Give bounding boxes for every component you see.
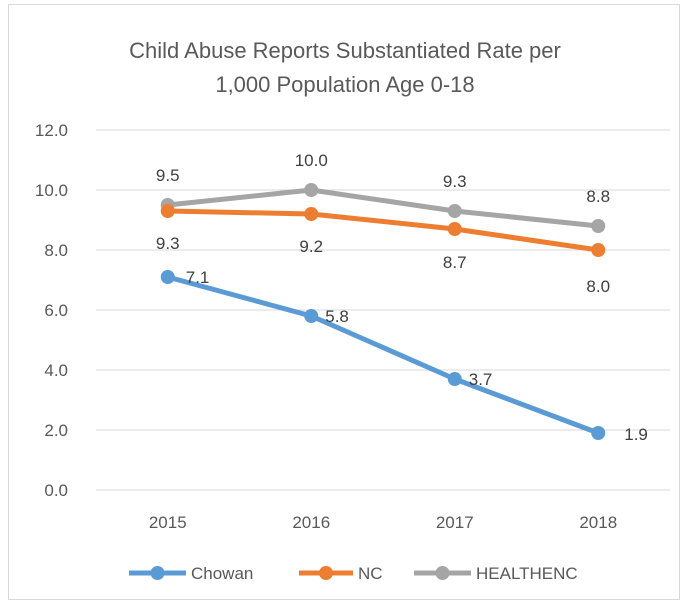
series-line-chowan bbox=[165, 274, 601, 436]
series-line-healthenc bbox=[165, 187, 601, 229]
legend-label-chowan: Chowan bbox=[191, 564, 253, 583]
data-point-healthenc bbox=[591, 219, 606, 233]
data-label-chowan: 5.8 bbox=[325, 307, 349, 326]
legend-marker-healthenc bbox=[435, 566, 450, 580]
data-label-nc: 9.2 bbox=[299, 237, 323, 256]
data-label-nc: 8.7 bbox=[443, 253, 467, 272]
data-point-nc bbox=[160, 204, 175, 218]
data-point-nc bbox=[591, 243, 606, 257]
gridlines bbox=[96, 129, 670, 491]
legend: Chowan NC HEALTHENC bbox=[129, 564, 578, 583]
data-point-healthenc bbox=[447, 204, 462, 218]
legend-marker-nc bbox=[319, 566, 333, 580]
data-point-nc bbox=[447, 222, 462, 236]
data-label-healthenc: 9.3 bbox=[443, 172, 467, 191]
line-chart: Child Abuse Reports Substantiated Rate p… bbox=[35, 38, 670, 583]
chart-title-line-1: Child Abuse Reports Substantiated Rate p… bbox=[129, 38, 561, 63]
y-axis-tick-labels: 0.0 2.0 4.0 6.0 8.0 10.0 12.0 bbox=[35, 121, 68, 500]
data-point-chowan bbox=[160, 270, 175, 284]
y-tick-label: 2.0 bbox=[44, 421, 68, 440]
data-label-healthenc: 9.5 bbox=[156, 166, 180, 185]
data-label-chowan: 7.1 bbox=[186, 268, 210, 287]
y-tick-label: 10.0 bbox=[35, 181, 68, 200]
data-point-chowan bbox=[591, 426, 606, 440]
data-point-chowan bbox=[304, 309, 319, 323]
y-tick-label: 4.0 bbox=[44, 361, 68, 380]
x-tick-label: 2016 bbox=[292, 513, 330, 532]
data-point-nc bbox=[304, 207, 319, 221]
data-label-nc: 9.3 bbox=[156, 234, 180, 253]
x-axis-tick-labels: 2015 2016 2017 2018 bbox=[149, 513, 617, 532]
data-point-chowan bbox=[447, 372, 462, 386]
x-tick-label: 2017 bbox=[436, 513, 474, 532]
x-tick-label: 2015 bbox=[149, 513, 187, 532]
chart-frame: Child Abuse Reports Substantiated Rate p… bbox=[8, 4, 680, 600]
x-tick-label: 2018 bbox=[579, 513, 617, 532]
y-tick-label: 0.0 bbox=[44, 481, 68, 500]
chart-title-line-2: 1,000 Population Age 0-18 bbox=[215, 72, 474, 97]
y-tick-label: 6.0 bbox=[44, 301, 68, 320]
series-line-nc bbox=[165, 208, 601, 253]
legend-label-nc: NC bbox=[358, 564, 383, 583]
legend-label-healthenc: HEALTHENC bbox=[476, 564, 578, 583]
y-tick-label: 12.0 bbox=[35, 121, 68, 140]
data-label-chowan: 1.9 bbox=[624, 425, 648, 444]
data-labels: 7.1 5.8 3.7 1.9 9.3 9.2 8.7 8.0 9.5 10.0 9.3 8.8 bbox=[156, 151, 648, 444]
series-lines bbox=[160, 183, 606, 440]
data-label-chowan: 3.7 bbox=[469, 370, 493, 389]
data-point-healthenc bbox=[304, 183, 319, 197]
data-label-nc: 8.0 bbox=[586, 277, 610, 296]
y-tick-label: 8.0 bbox=[44, 241, 68, 260]
data-label-healthenc: 10.0 bbox=[295, 151, 328, 170]
legend-marker-chowan bbox=[150, 566, 165, 580]
data-label-healthenc: 8.8 bbox=[586, 187, 610, 206]
